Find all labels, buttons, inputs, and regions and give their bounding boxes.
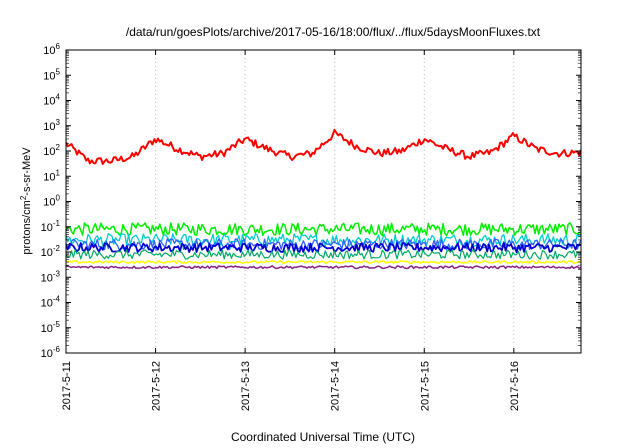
x-tick-label: 2017-5-11 xyxy=(61,361,73,410)
plot-frame xyxy=(65,49,582,354)
y-label-rest: -s-sr-MeV xyxy=(21,147,33,196)
series-line-7 xyxy=(66,265,581,270)
grid xyxy=(155,50,515,353)
series-group xyxy=(66,128,581,270)
x-tick-label: 2017-5-13 xyxy=(240,361,252,411)
y-tick-label: 10-2 xyxy=(41,244,61,259)
y-label-superscript: 2 xyxy=(19,195,28,200)
y-tick-label: 10-5 xyxy=(41,320,61,335)
y-tick-label: 103 xyxy=(43,118,60,133)
y-axis: 10-6 10-5 10-4 10-3 10-2 10-1 100 101 102 103 104 1… xyxy=(41,42,581,360)
series-line-4 xyxy=(66,242,581,253)
y-tick-label: 101 xyxy=(43,168,60,183)
y-tick-label: 10-1 xyxy=(41,219,61,234)
x-axis: 2017-5-11 2017-5-12 2017-5-13 2017-5-14 2017… xyxy=(61,50,521,411)
y-tick-label: 102 xyxy=(43,143,60,158)
y-tick-label: 10-3 xyxy=(41,269,61,284)
y-tick-label: 100 xyxy=(43,194,60,209)
x-tick-label: 2017-5-14 xyxy=(330,361,342,411)
x-tick-label: 2017-5-12 xyxy=(151,361,163,411)
y-tick-label: 104 xyxy=(43,93,60,108)
series-line-3 xyxy=(66,238,581,251)
y-tick-label: 10-6 xyxy=(41,345,61,360)
y-label-base: protons/cm xyxy=(21,200,33,254)
chart-title: /data/run/goesPlots/archive/2017-05-16/1… xyxy=(126,25,541,39)
x-tick-label: 2017-5-16 xyxy=(509,361,521,411)
series-line-5 xyxy=(66,249,581,260)
series-line-1 xyxy=(66,222,581,237)
y-axis-label: protons/cm2-s-sr-MeV xyxy=(19,147,33,255)
y-tick-label: 10-4 xyxy=(41,295,61,310)
series-line-6 xyxy=(66,260,581,265)
y-tick-label: 105 xyxy=(43,67,60,82)
x-tick-label: 2017-5-15 xyxy=(419,361,431,411)
y-tick-label: 106 xyxy=(43,42,60,57)
series-line-0 xyxy=(66,128,581,165)
x-axis-label: Coordinated Universal Time (UTC) xyxy=(231,430,415,444)
